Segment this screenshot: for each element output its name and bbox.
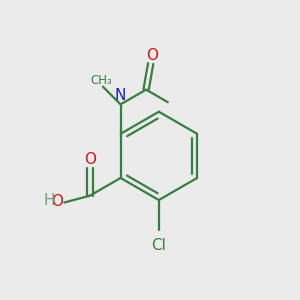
Text: N: N xyxy=(115,88,126,103)
Text: O: O xyxy=(146,48,158,63)
Text: Cl: Cl xyxy=(152,238,166,253)
Text: CH₃: CH₃ xyxy=(91,74,112,87)
Text: O: O xyxy=(84,152,96,167)
Text: O: O xyxy=(51,194,63,208)
Text: H: H xyxy=(43,193,55,208)
